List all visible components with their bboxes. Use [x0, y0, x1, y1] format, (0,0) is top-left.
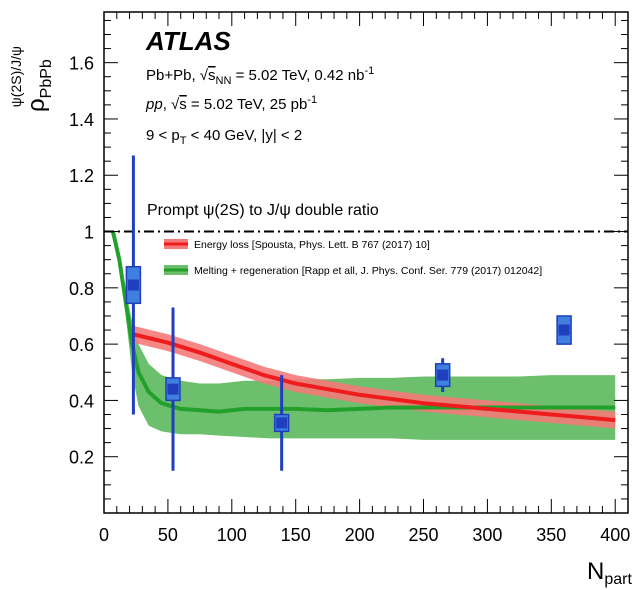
x-tick-label: 300: [472, 525, 502, 545]
x-tick-label: 0: [99, 525, 109, 545]
annotation-collision: Pb+Pb, √sNN = 5.02 TeV, 0.42 nb-1: [146, 65, 374, 87]
marker: [437, 369, 449, 381]
plot-frame: [103, 11, 629, 514]
model-bands: [112, 231, 616, 440]
model-curves: [110, 231, 616, 423]
x-tick-label: 350: [536, 525, 566, 545]
x-tick-label: 100: [217, 525, 247, 545]
annotation-cuts: 9 < pT < 40 GeV, |y| < 2: [146, 127, 302, 147]
marker: [276, 417, 288, 429]
y-axis-label: ρPbPbψ(2S)/J/ψ: [8, 46, 55, 112]
data-point-5: [556, 315, 572, 345]
band-energy-loss: [133, 325, 616, 429]
axes: 0 50 100 150 200 250 300 350 400 0.2 0.4 0.6 0.8 1 1.2…: [69, 11, 630, 545]
data-point-3: [273, 375, 290, 471]
band-melting-regeneration: [112, 231, 616, 440]
legend: Energy loss [Spousta, Phys. Lett. B 767 …: [164, 239, 542, 277]
y-tick-label: 1.4: [69, 110, 94, 130]
y-tick-label: 0.6: [69, 335, 94, 355]
curve-melting-regeneration: [110, 231, 616, 414]
x-tick-label: 50: [158, 525, 178, 545]
y-tick-label: 0.8: [69, 279, 94, 299]
y-tick-label: 1.2: [69, 166, 94, 186]
x-tick-label: 150: [281, 525, 311, 545]
x-tick-label: 250: [408, 525, 438, 545]
y-tick-label: 1.6: [69, 54, 94, 74]
data-point-2: [165, 307, 181, 471]
data-point-1: [125, 155, 142, 415]
marker: [167, 383, 179, 395]
experiment-label: ATLAS: [145, 26, 231, 56]
annotation-reference: pp, √s = 5.02 TeV, 25 pb-1: [145, 94, 317, 113]
x-tick-label: 400: [600, 525, 630, 545]
legend-label-melting: Melting + regeneration [Rapp et all, J. …: [194, 265, 542, 277]
data-point-4: [434, 358, 451, 392]
y-tick-label: 0.2: [69, 448, 94, 468]
y-tick-label: 0.4: [69, 391, 94, 411]
marker: [558, 324, 570, 336]
legend-label-energy-loss: Energy loss [Spousta, Phys. Lett. B 767 …: [194, 239, 430, 251]
x-axis-label: Npart: [587, 558, 632, 588]
curve-energy-loss: [132, 332, 616, 423]
x-tick-label: 200: [345, 525, 375, 545]
marker: [127, 279, 139, 291]
data-points: [125, 155, 572, 471]
annotations: Pb+Pb, √sNN = 5.02 TeV, 0.42 nb-1 pp, √s …: [145, 65, 379, 219]
y-tick-label: 1: [84, 223, 94, 243]
annotation-observable: Prompt ψ(2S) to J/ψ double ratio: [147, 202, 379, 219]
